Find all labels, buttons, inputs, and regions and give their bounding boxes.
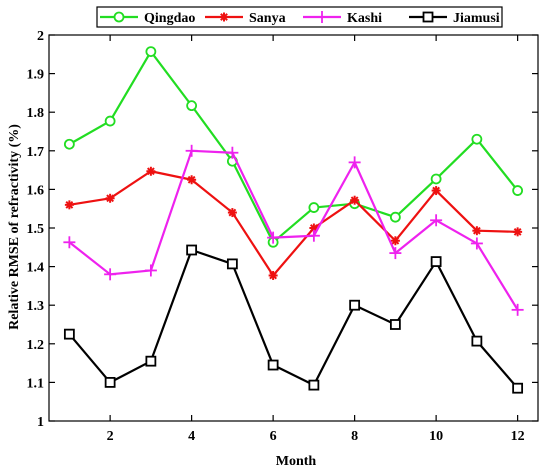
x-tick-label: 12 xyxy=(511,429,525,444)
data-point-sanya xyxy=(513,227,523,237)
x-axis: 2 4 6 8 10 12 xyxy=(107,35,525,444)
data-point-sanya xyxy=(227,208,237,218)
x-tick-label: 6 xyxy=(270,429,277,444)
data-point-qingdao xyxy=(389,211,401,223)
data-point-sanya xyxy=(146,166,156,176)
y-tick-label: 1.6 xyxy=(27,183,45,198)
data-point-jiamusi xyxy=(349,299,361,311)
series-line-jiamusi xyxy=(68,248,519,389)
data-point-kashi xyxy=(185,144,198,157)
x-tick-label: 10 xyxy=(429,429,443,444)
legend-marker-sanya xyxy=(219,12,229,22)
data-point-kashi xyxy=(389,247,402,260)
data-point-qingdao xyxy=(104,115,116,127)
series-layer xyxy=(63,46,524,394)
x-axis-label: Month xyxy=(276,454,317,469)
series-line-kashi xyxy=(68,149,519,311)
data-point-jiamusi xyxy=(267,359,279,371)
x-tick-label: 4 xyxy=(188,429,195,444)
data-point-sanya xyxy=(105,193,115,203)
series-kashi xyxy=(63,144,524,316)
series-line-qingdao xyxy=(68,50,519,244)
plot-area xyxy=(48,34,539,422)
data-point-sanya xyxy=(268,270,278,280)
data-point-kashi xyxy=(267,231,280,244)
y-tick-label: 2 xyxy=(37,29,44,44)
legend-marker-jiamusi xyxy=(422,11,434,23)
series-qingdao xyxy=(63,46,524,248)
data-point-kashi xyxy=(104,268,117,281)
plot-frame xyxy=(48,34,539,422)
y-tick-label: 1.7 xyxy=(27,145,45,160)
data-point-qingdao xyxy=(63,138,75,150)
data-point-kashi xyxy=(511,303,524,316)
data-point-jiamusi xyxy=(104,376,116,388)
data-point-jiamusi xyxy=(308,379,320,391)
y-tick-label: 1.9 xyxy=(27,68,45,83)
y-tick-label: 1.8 xyxy=(27,106,45,121)
series-line-sanya xyxy=(69,170,518,277)
legend-label-sanya: Sanya xyxy=(249,11,286,26)
data-point-kashi xyxy=(226,146,239,159)
x-tick-label: 8 xyxy=(351,429,358,444)
legend-marker-qingdao xyxy=(113,11,125,23)
y-tick-label: 1.3 xyxy=(27,299,45,314)
data-point-jiamusi xyxy=(63,328,75,340)
legend-marker-kashi xyxy=(316,11,328,23)
data-point-jiamusi xyxy=(226,258,238,270)
data-point-jiamusi xyxy=(389,319,401,330)
legend-label-qingdao: Qingdao xyxy=(144,11,195,26)
data-point-qingdao xyxy=(308,202,320,213)
data-point-sanya xyxy=(350,195,360,205)
series-sanya xyxy=(64,166,523,280)
data-point-qingdao xyxy=(430,173,442,185)
data-point-jiamusi xyxy=(145,355,157,367)
data-point-jiamusi xyxy=(430,256,442,267)
data-point-sanya xyxy=(187,175,197,185)
data-point-sanya xyxy=(431,186,441,196)
data-point-qingdao xyxy=(186,100,198,112)
data-point-qingdao xyxy=(145,46,157,57)
data-point-jiamusi xyxy=(512,382,524,394)
data-point-qingdao xyxy=(512,185,524,196)
x-tick-label: 2 xyxy=(107,429,114,444)
y-tick-label: 1.1 xyxy=(27,376,45,391)
data-point-jiamusi xyxy=(471,335,483,347)
legend-label-kashi: Kashi xyxy=(347,11,382,26)
legend-label-jiamusi: Jiamusi xyxy=(453,11,500,26)
legend-box xyxy=(96,6,503,28)
data-point-kashi xyxy=(307,229,320,242)
data-point-sanya xyxy=(390,236,400,246)
data-point-jiamusi xyxy=(186,244,198,256)
y-tick-label: 1.2 xyxy=(27,338,45,353)
y-tick-label: 1.4 xyxy=(27,261,45,276)
data-point-kashi xyxy=(470,237,483,250)
data-point-kashi xyxy=(348,156,361,169)
data-point-sanya xyxy=(472,226,482,236)
data-point-qingdao xyxy=(471,133,483,145)
data-point-sanya xyxy=(64,200,74,210)
y-tick-label: 1.5 xyxy=(27,222,45,237)
y-axis-label: Relative RMSE of refractivity (%) xyxy=(7,124,22,330)
data-point-kashi xyxy=(63,236,76,249)
y-tick-label: 1 xyxy=(37,415,44,430)
y-axis: 1 1.1 1.2 1.3 1.4 1.5 1.6 1.7 1.8 1.9 2 xyxy=(27,29,538,430)
legend: Qingdao Sanya Kashi Jiamusi xyxy=(96,6,503,28)
data-point-kashi xyxy=(144,264,157,277)
data-point-kashi xyxy=(430,214,443,227)
series-jiamusi xyxy=(63,244,524,394)
